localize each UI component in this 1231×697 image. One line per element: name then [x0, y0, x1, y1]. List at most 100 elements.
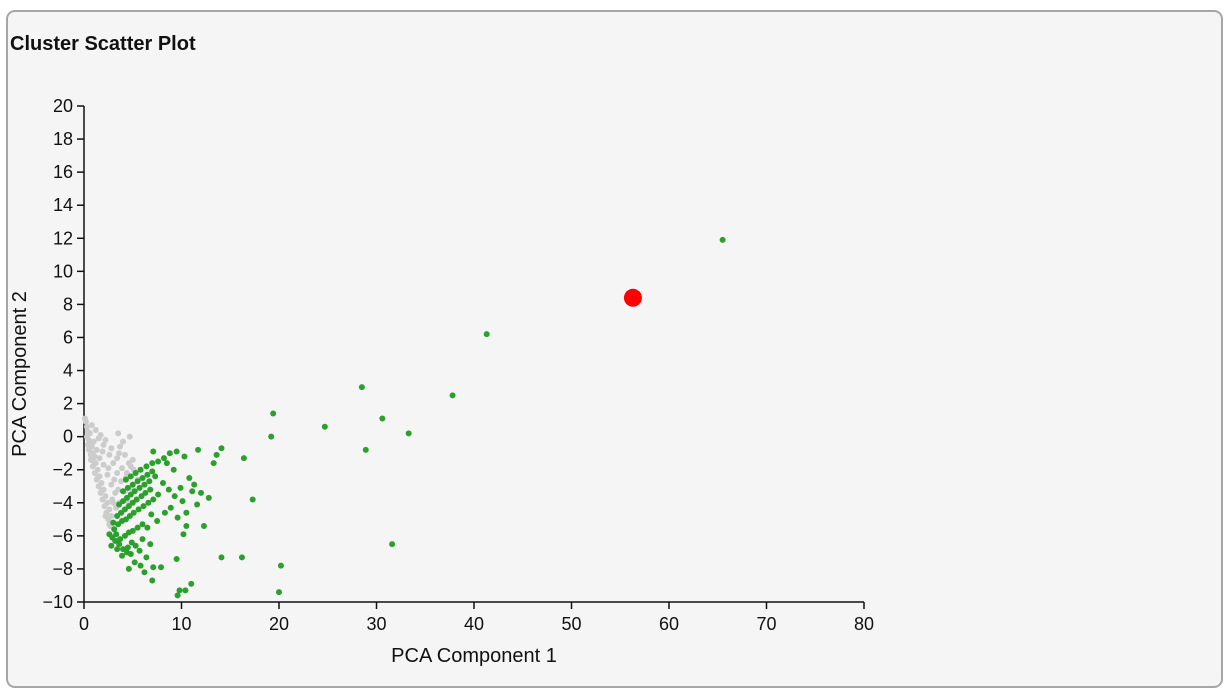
green-cluster-point: [127, 491, 134, 498]
green-cluster-point: [132, 470, 139, 477]
green-cluster-point: [166, 450, 173, 457]
green-cluster-point: [149, 577, 156, 584]
green-cluster-point: [218, 554, 225, 561]
gray-cluster-point: [82, 418, 89, 425]
gray-cluster-point: [102, 513, 109, 520]
gray-cluster-point: [126, 433, 133, 440]
green-cluster-point: [173, 556, 180, 563]
green-cluster-point: [358, 384, 365, 391]
green-cluster-point: [200, 522, 207, 529]
green-cluster-point: [144, 471, 151, 478]
green-cluster-point: [106, 531, 113, 538]
green-cluster-point: [133, 496, 140, 503]
y-tick-label: 10: [53, 261, 73, 281]
x-axis-ticks: 0 10 20 30 40 50 60 70 80: [79, 602, 874, 634]
gray-cluster-point: [89, 463, 96, 470]
green-cluster-point: [268, 433, 275, 440]
green-cluster-point: [167, 504, 174, 511]
gray-cluster-point: [85, 446, 92, 453]
gray-cluster-point: [110, 499, 117, 506]
green-cluster-point: [139, 475, 146, 481]
green-cluster-point: [177, 484, 184, 491]
y-tick-label: 18: [53, 129, 73, 149]
green-cluster-point: [147, 541, 154, 548]
green-cluster-point: [137, 466, 144, 473]
green-cluster-point: [134, 478, 141, 485]
green-cluster-point: [120, 546, 126, 553]
gray-cluster-point: [90, 458, 97, 465]
gray-cluster-point: [114, 455, 121, 462]
x-tick-label: 0: [79, 614, 89, 634]
green-cluster-point: [120, 488, 126, 495]
green-cluster-point: [194, 501, 201, 508]
green-cluster-point: [218, 445, 225, 452]
green-cluster-point: [124, 544, 131, 551]
green-cluster-point: [186, 475, 193, 481]
gray-cluster-point: [88, 422, 95, 429]
green-cluster-point: [213, 451, 220, 458]
green-cluster-point: [321, 423, 328, 430]
green-cluster-point: [179, 498, 186, 505]
green-cluster-point: [240, 455, 247, 462]
green-cluster-point: [171, 493, 178, 500]
green-cluster-point: [131, 488, 138, 495]
green-cluster-point: [158, 564, 165, 571]
green-cluster-point: [113, 531, 120, 538]
gray-cluster-point: [127, 463, 134, 470]
data-points: [81, 236, 726, 599]
gray-cluster-point: [101, 503, 108, 510]
green-cluster-point: [139, 521, 146, 528]
green-cluster-point: [136, 484, 143, 491]
gray-cluster-point: [121, 451, 128, 458]
green-cluster-point: [188, 580, 195, 587]
green-cluster-point: [110, 519, 117, 526]
green-cluster-point: [145, 499, 152, 506]
x-tick-label: 50: [561, 614, 581, 634]
green-cluster-point: [149, 460, 156, 467]
green-cluster-point: [174, 514, 181, 521]
green-cluster-point: [144, 524, 151, 531]
gray-cluster-point: [129, 456, 136, 463]
chart-title: Cluster Scatter Plot: [10, 33, 196, 55]
green-cluster-point: [174, 592, 181, 599]
gray-cluster-point: [84, 441, 91, 448]
green-cluster-point: [108, 542, 115, 549]
green-cluster-point: [124, 484, 131, 491]
gray-cluster-point: [115, 430, 122, 437]
gray-cluster-point: [90, 438, 97, 445]
green-cluster-point: [362, 446, 369, 453]
y-tick-label: −8: [52, 559, 73, 579]
y-tick-label: 20: [53, 96, 73, 116]
green-cluster-point: [191, 481, 198, 488]
green-cluster-point: [130, 509, 137, 516]
gray-cluster-point: [105, 465, 112, 472]
green-cluster-point: [150, 496, 157, 503]
y-axis-label: PCA Component 2: [9, 291, 31, 457]
green-cluster-point: [119, 552, 126, 559]
x-tick-label: 30: [366, 614, 386, 634]
green-cluster-point: [143, 554, 150, 561]
gray-cluster-point: [118, 478, 125, 485]
green-cluster-point: [719, 236, 726, 243]
green-cluster-point: [111, 526, 118, 533]
axes: 0 10 20 30 40 50 60 70 80 −10 −8 −6 −4 −2 0 2 4 6 8 10 12 14…: [42, 96, 874, 634]
gray-cluster-point: [94, 475, 101, 481]
x-tick-label: 80: [854, 614, 874, 634]
green-cluster-point: [205, 494, 212, 501]
green-cluster-point: [159, 479, 166, 486]
gray-cluster-point: [95, 483, 102, 490]
y-tick-label: 16: [53, 162, 73, 182]
green-cluster-point: [379, 415, 386, 422]
gray-cluster-point: [115, 486, 122, 493]
gray-cluster-point: [93, 446, 100, 453]
y-tick-label: 14: [53, 195, 73, 215]
green-cluster-point: [173, 448, 180, 455]
green-cluster-point: [152, 473, 159, 480]
green-cluster-point: [116, 541, 123, 548]
gray-cluster-point: [114, 470, 121, 477]
green-cluster-point: [176, 587, 183, 594]
green-cluster-point: [405, 430, 412, 437]
green-cluster-point: [129, 481, 136, 488]
gray-cluster-point: [99, 496, 106, 503]
y-tick-label: 12: [53, 228, 73, 248]
